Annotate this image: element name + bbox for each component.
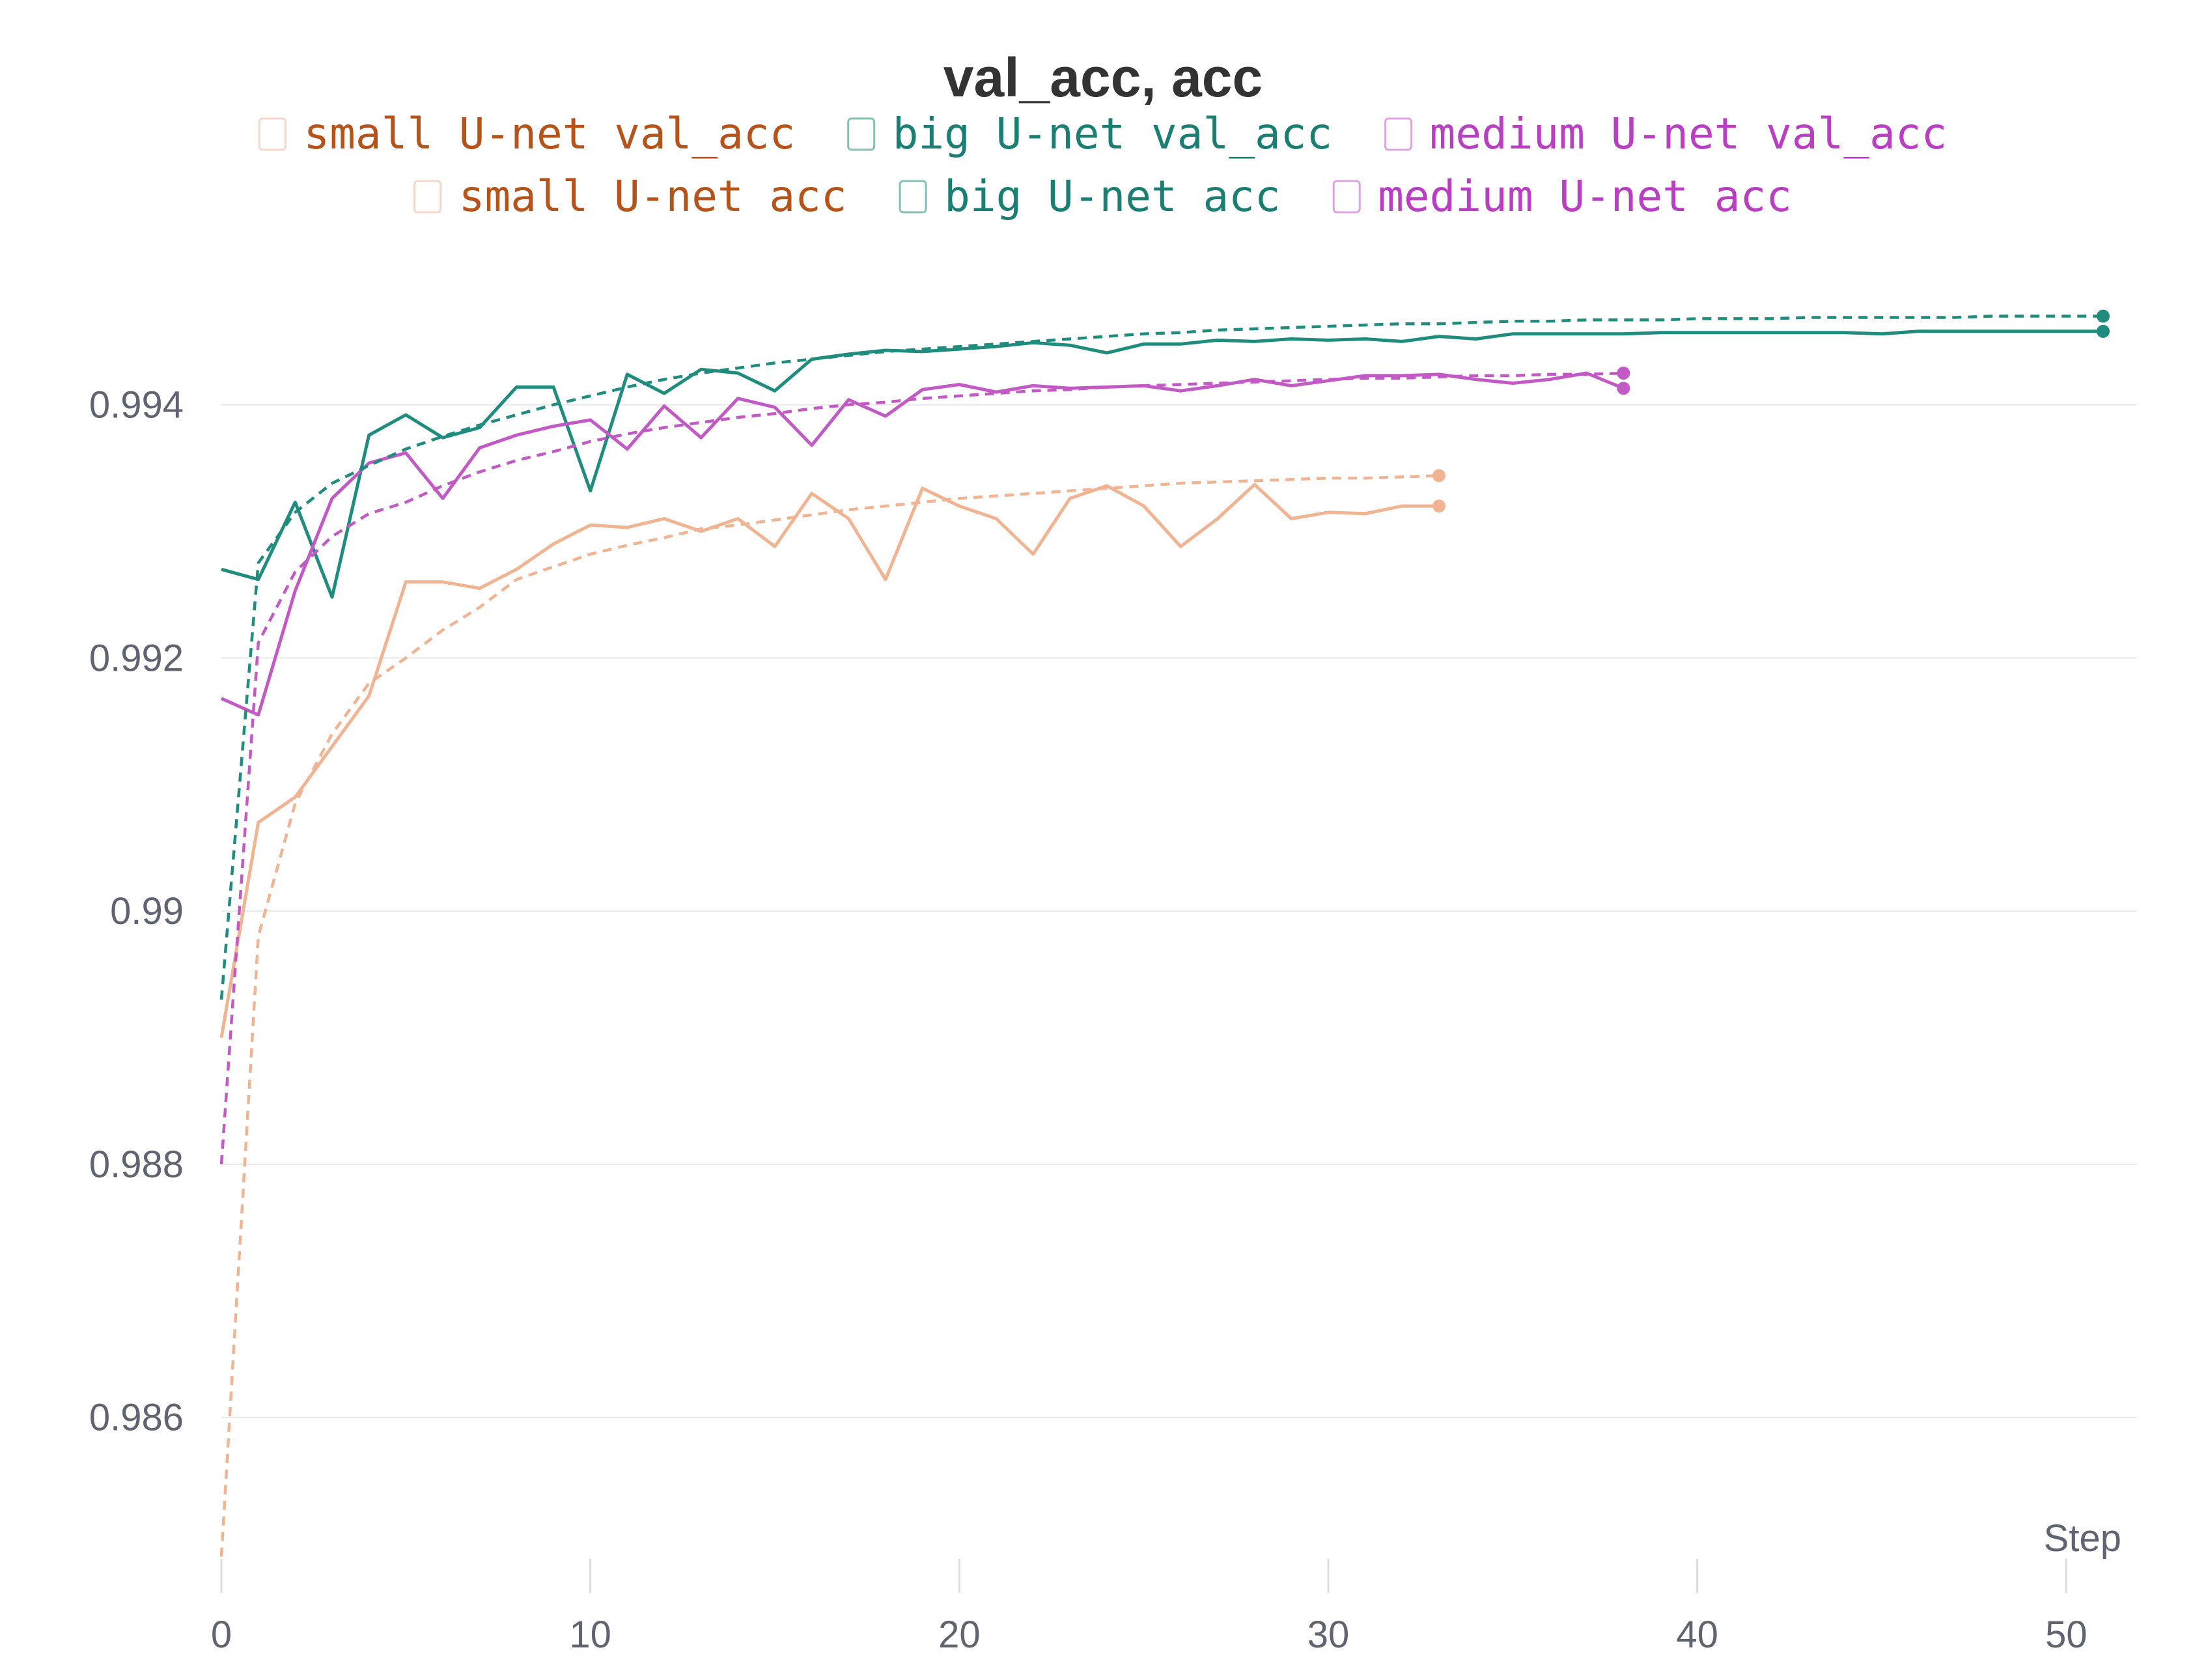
series-end-point [2097, 324, 2110, 338]
legend-swatch [847, 117, 876, 151]
series-end-point [1617, 366, 1630, 380]
series-line [219, 315, 2103, 1000]
y-tick-label: 0.994 [89, 384, 184, 427]
x-tick-label: 10 [569, 1614, 611, 1656]
x-axis: 0 10 20 30 40 50 [211, 1559, 2087, 1656]
series-end-point [1432, 499, 1445, 513]
y-tick-label: 0.986 [89, 1397, 184, 1439]
x-tick-label: 0 [211, 1614, 232, 1656]
series-line [219, 474, 1440, 1557]
x-tick-label: 40 [1676, 1614, 1718, 1656]
legend-item[interactable]: small U-net val_acc [258, 109, 795, 159]
legend-label: big U-net acc [944, 171, 1281, 221]
legend-item[interactable]: medium U-net acc [1332, 171, 1792, 221]
legend-label: small U-net val_acc [303, 109, 795, 159]
series-lines [219, 309, 2110, 1557]
legend: small U-net val_acc big U-net val_acc medi… [258, 109, 1948, 221]
legend-item[interactable]: big U-net val_acc [847, 109, 1333, 159]
series-end-point [2097, 309, 2110, 323]
series-line [221, 329, 2103, 599]
y-gridlines [221, 404, 2137, 1418]
legend-item[interactable]: medium U-net val_acc [1384, 109, 1948, 159]
y-axis: 0.986 0.988 0.99 0.992 0.994 [89, 384, 184, 1439]
chart-title: val_acc, acc [943, 47, 1263, 108]
legend-item[interactable]: big U-net acc [899, 171, 1281, 221]
series-big-u-net-val-acc [221, 324, 2110, 599]
legend-swatch [258, 117, 286, 151]
x-tick-label: 30 [1307, 1614, 1350, 1656]
series-medium-u-net-val-acc [220, 371, 1630, 717]
series-medium-u-net-acc [219, 366, 1630, 1165]
series-end-point [1617, 382, 1630, 395]
x-axis-label: Step [2044, 1517, 2121, 1560]
legend-swatch [1332, 180, 1361, 214]
series-line [219, 371, 1624, 1165]
legend-swatch [1384, 117, 1413, 151]
y-tick-label: 0.992 [89, 637, 184, 679]
legend-label: small U-net acc [459, 171, 847, 221]
y-tick-label: 0.99 [110, 890, 184, 932]
legend-swatch [899, 180, 927, 214]
series-small-u-net-acc [219, 469, 1445, 1557]
x-tick-label: 20 [938, 1614, 981, 1656]
series-line [220, 371, 1625, 717]
series-line [219, 483, 1439, 1039]
series-big-u-net-acc [219, 309, 2110, 1000]
legend-item[interactable]: small U-net acc [413, 171, 847, 221]
series-end-point [1432, 469, 1445, 483]
legend-label: medium U-net val_acc [1430, 109, 1948, 159]
y-tick-label: 0.988 [89, 1143, 184, 1186]
legend-label: big U-net val_acc [893, 109, 1333, 159]
series-small-u-net-val-acc [219, 483, 1445, 1039]
x-tick-label: 50 [2045, 1614, 2087, 1656]
legend-swatch [413, 180, 442, 214]
legend-label: medium U-net acc [1378, 171, 1792, 221]
